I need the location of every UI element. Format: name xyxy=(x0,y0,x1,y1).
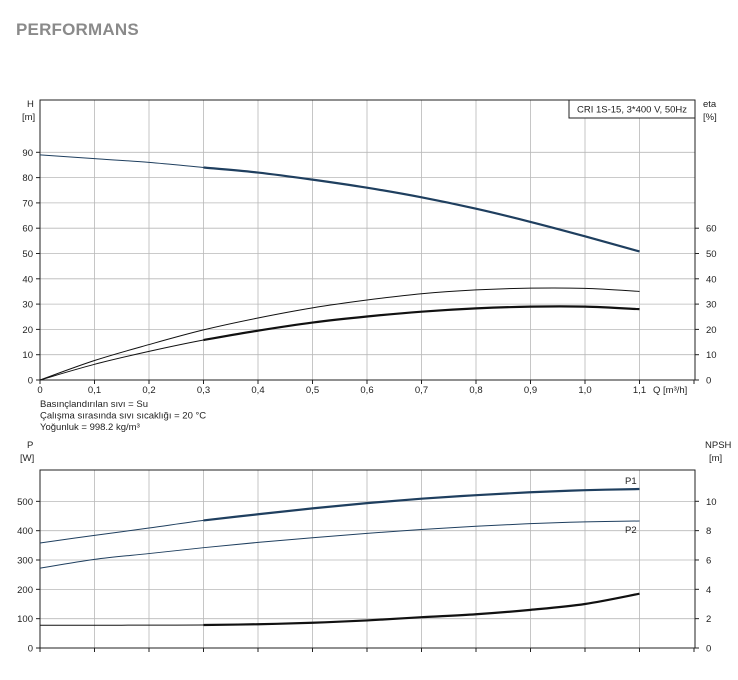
chart2-series-3-line xyxy=(39,593,640,626)
y-tick-label-right: 20 xyxy=(706,325,717,336)
y-tick-label-left: 500 xyxy=(17,497,33,508)
y-tick-label-right: 50 xyxy=(706,249,717,260)
y-tick-label-left: 80 xyxy=(22,173,33,184)
y-tick-label-right: 4 xyxy=(706,585,711,596)
y-tick-label-left: 70 xyxy=(22,198,33,209)
x-tick-label: 0 xyxy=(37,385,42,396)
chart2-series-1-line xyxy=(39,488,640,544)
y-axis-label-right-unit: [m] xyxy=(709,453,722,464)
y-tick-label-left: 40 xyxy=(22,274,33,285)
y-axis-label-right-name: eta xyxy=(703,99,717,110)
y-tick-label-left: 200 xyxy=(17,585,33,596)
x-tick-label: 0,9 xyxy=(524,385,537,396)
y-tick-label-left: 90 xyxy=(22,148,33,159)
y-tick-label-right: 60 xyxy=(706,224,717,235)
x-tick-label: 0,1 xyxy=(88,385,101,396)
y-tick-label-right: 10 xyxy=(706,497,717,508)
y-tick-label-left: 30 xyxy=(22,300,33,311)
x-tick-label: 0,2 xyxy=(142,385,155,396)
series-label-p2: P2 xyxy=(625,525,637,536)
x-tick-label: 0,4 xyxy=(251,385,264,396)
y-tick-label-left: 10 xyxy=(22,350,33,361)
y-tick-label-right: 2 xyxy=(706,614,711,625)
x-tick-label: 1,0 xyxy=(578,385,591,396)
x-axis-label: Q [m³/h] xyxy=(653,385,687,396)
fluid-note: Yoğunluk = 998.2 kg/m³ xyxy=(40,422,140,433)
y-axis-label-right-name: NPSH xyxy=(705,440,732,451)
x-tick-label: 0,8 xyxy=(469,385,482,396)
chart2-series-1-operating-range xyxy=(203,487,640,522)
series-label-p1: P1 xyxy=(625,476,637,487)
chart1-series-3-line xyxy=(39,305,640,381)
y-tick-label-left: 100 xyxy=(17,614,33,625)
y-tick-label-right: 6 xyxy=(706,555,711,566)
y-tick-label-left: 0 xyxy=(28,644,33,655)
model-label: CRI 1S-15, 3*400 V, 50Hz xyxy=(577,105,687,116)
x-tick-label: 0,6 xyxy=(360,385,373,396)
x-tick-label: 0,5 xyxy=(306,385,319,396)
chart2-series-3-operating-range xyxy=(203,592,640,627)
y-tick-label-right: 0 xyxy=(706,376,711,387)
y-axis-label-left-unit: [W] xyxy=(20,453,34,464)
x-tick-label: 0,3 xyxy=(197,385,210,396)
y-tick-label-right: 0 xyxy=(706,644,711,655)
y-tick-label-right: 10 xyxy=(706,350,717,361)
chart1-series-3-operating-range xyxy=(203,305,640,342)
y-axis-label-left-name: H xyxy=(27,99,34,110)
y-tick-label-left: 0 xyxy=(28,376,33,387)
x-tick-label: 1,1 xyxy=(633,385,646,396)
page-title: PERFORMANS xyxy=(16,20,139,39)
y-tick-label-left: 300 xyxy=(17,556,33,567)
x-tick-label: 0,7 xyxy=(415,385,428,396)
chart1-series-1-operating-range xyxy=(203,166,640,253)
y-tick-label-right: 8 xyxy=(706,526,711,537)
y-axis-label-left-name: P xyxy=(27,440,33,451)
chart1-series-2-line xyxy=(39,287,640,381)
y-axis-label-left-unit: [m] xyxy=(22,112,35,123)
chart2-series-2-line xyxy=(39,520,640,569)
y-tick-label-left: 60 xyxy=(22,224,33,235)
fluid-note: Basınçlandırılan sıvı = Su xyxy=(40,399,148,410)
y-tick-label-left: 400 xyxy=(17,526,33,537)
y-tick-label-right: 30 xyxy=(706,300,717,311)
y-tick-label-left: 50 xyxy=(22,249,33,260)
model-label-box xyxy=(568,99,696,119)
y-tick-label-right: 40 xyxy=(706,274,717,285)
fluid-note: Çalışma sırasında sıvı sıcaklığı = 20 °C xyxy=(40,411,206,422)
y-tick-label-left: 20 xyxy=(22,325,33,336)
y-axis-label-right-unit: [%] xyxy=(703,112,717,123)
